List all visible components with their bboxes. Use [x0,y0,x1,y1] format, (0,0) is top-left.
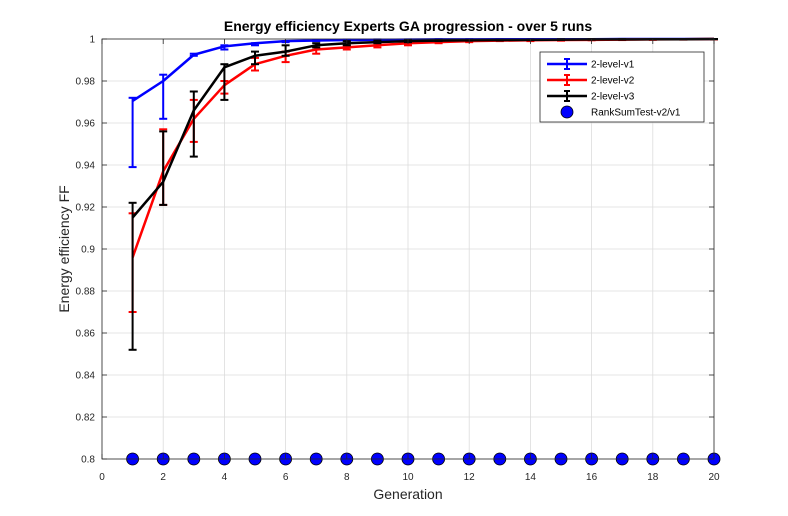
legend-label: 2-level-v3 [591,92,635,103]
y-tick-label: 0.94 [76,161,96,172]
y-tick-label: 1 [89,35,95,46]
y-axis-label: Energy efficiency FF [56,185,72,312]
x-tick-label: 12 [464,472,476,483]
y-tick-label: 0.92 [76,203,96,214]
chart-title: Energy efficiency Experts GA progression… [224,18,592,34]
x-tick-label: 0 [99,472,105,483]
y-tick-label: 0.8 [81,455,95,466]
y-tick-label: 0.82 [76,413,96,424]
x-tick-label: 10 [402,472,414,483]
legend-label: 2-level-v1 [591,60,635,71]
y-tick-label: 0.86 [76,329,96,340]
x-tick-label: 8 [344,472,350,483]
y-tick-label: 0.96 [76,119,96,130]
series-line [131,37,715,219]
series-2 [128,37,718,351]
y-tick-label: 0.84 [76,371,96,382]
x-tick-label: 2 [160,472,166,483]
x-tick-label: 18 [647,472,659,483]
y-tick-label: 0.88 [76,287,96,298]
y-tick-label: 0.98 [76,77,96,88]
x-tick-label: 20 [708,472,720,483]
x-tick-label: 16 [586,472,598,483]
legend-label: 2-level-v2 [591,76,635,87]
legend: 2-level-v1 2-level-v2 2-level-v3 RankSumTes… [539,51,705,123]
x-tick-label: 6 [283,472,289,483]
legend-marker [560,105,574,119]
x-axis-label: Generation [373,486,442,502]
x-tick-label: 4 [222,472,228,483]
y-tick-label: 0.9 [81,245,95,256]
x-tick-label: 14 [525,472,537,483]
legend-label: RankSumTest-v2/v1 [591,108,681,119]
axis-ticks: 0 2 4 6 8 10 12 14 16 18 20 0.8 0.82 0.84 0.86 0.88 0.9 0… [76,35,720,484]
